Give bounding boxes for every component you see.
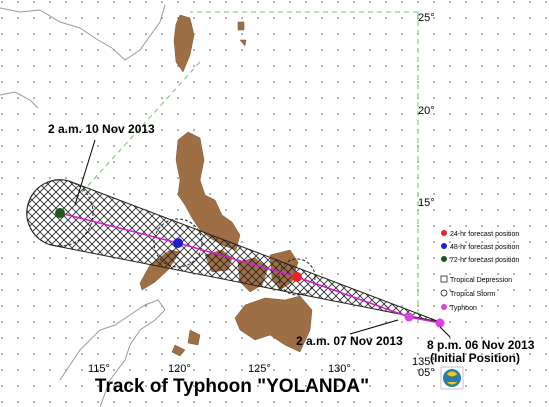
legend-label: Tropical Storm <box>450 291 495 298</box>
latitude-label: 20° <box>418 105 435 117</box>
batanes <box>237 21 247 47</box>
legend-marker <box>441 230 447 236</box>
par-boundary <box>74 11 419 322</box>
legend-label: 24-hr forecast position <box>450 231 519 238</box>
map-title: Track of Typhoon "YOLANDA" <box>95 376 369 397</box>
longitude-label: 125° <box>248 363 271 375</box>
agency-logo <box>440 366 464 390</box>
forecast-48hr <box>173 238 183 248</box>
coastline <box>59 299 166 407</box>
luzon <box>175 131 241 251</box>
leader-line <box>74 139 96 206</box>
longitude-label: 135° <box>412 356 435 368</box>
leader-line <box>439 326 451 338</box>
sulu-islands <box>171 329 201 357</box>
legend-label: Typhoon <box>450 305 477 312</box>
longitude-label: 130° <box>328 363 351 375</box>
latitude-label: 15° <box>418 197 435 209</box>
legend: 24-hr forecast position 48-hr forecast p… <box>440 230 519 312</box>
legend-marker <box>441 256 447 262</box>
legend-marker <box>441 243 447 249</box>
legend-marker <box>441 304 447 310</box>
coastline <box>0 91 39 109</box>
uncertainty-circle <box>26 179 94 247</box>
latitude-label: 05° <box>418 367 435 379</box>
typhoon-position <box>404 312 414 322</box>
typhoon-position <box>435 318 445 328</box>
annotation: 2 a.m. 10 Nov 2013 <box>48 122 155 136</box>
longitude-label: 120° <box>168 363 191 375</box>
uncertainty-circle <box>153 218 203 268</box>
legend-label: 48-hr forecast position <box>450 244 519 251</box>
legend-marker <box>440 275 448 283</box>
latitude-label: 25° <box>418 12 435 24</box>
annotation: 8 p.m. 06 Nov 2013 <box>427 338 535 352</box>
leader-line <box>349 319 399 335</box>
legend-label: Tropical Depression <box>450 277 512 284</box>
annotation: 2 a.m. 07 Nov 2013 <box>296 334 403 348</box>
mindanao <box>234 295 313 353</box>
forecast-72hr <box>55 208 65 218</box>
uncertainty-circle <box>278 258 316 296</box>
taiwan <box>173 14 195 73</box>
legend-label: 72-hr forecast position <box>450 257 519 264</box>
longitude-label: 115° <box>88 363 110 375</box>
forecast-24hr <box>292 272 302 282</box>
annotation: (Initial Position) <box>430 351 520 365</box>
coastline <box>0 4 166 61</box>
legend-marker <box>440 289 448 297</box>
